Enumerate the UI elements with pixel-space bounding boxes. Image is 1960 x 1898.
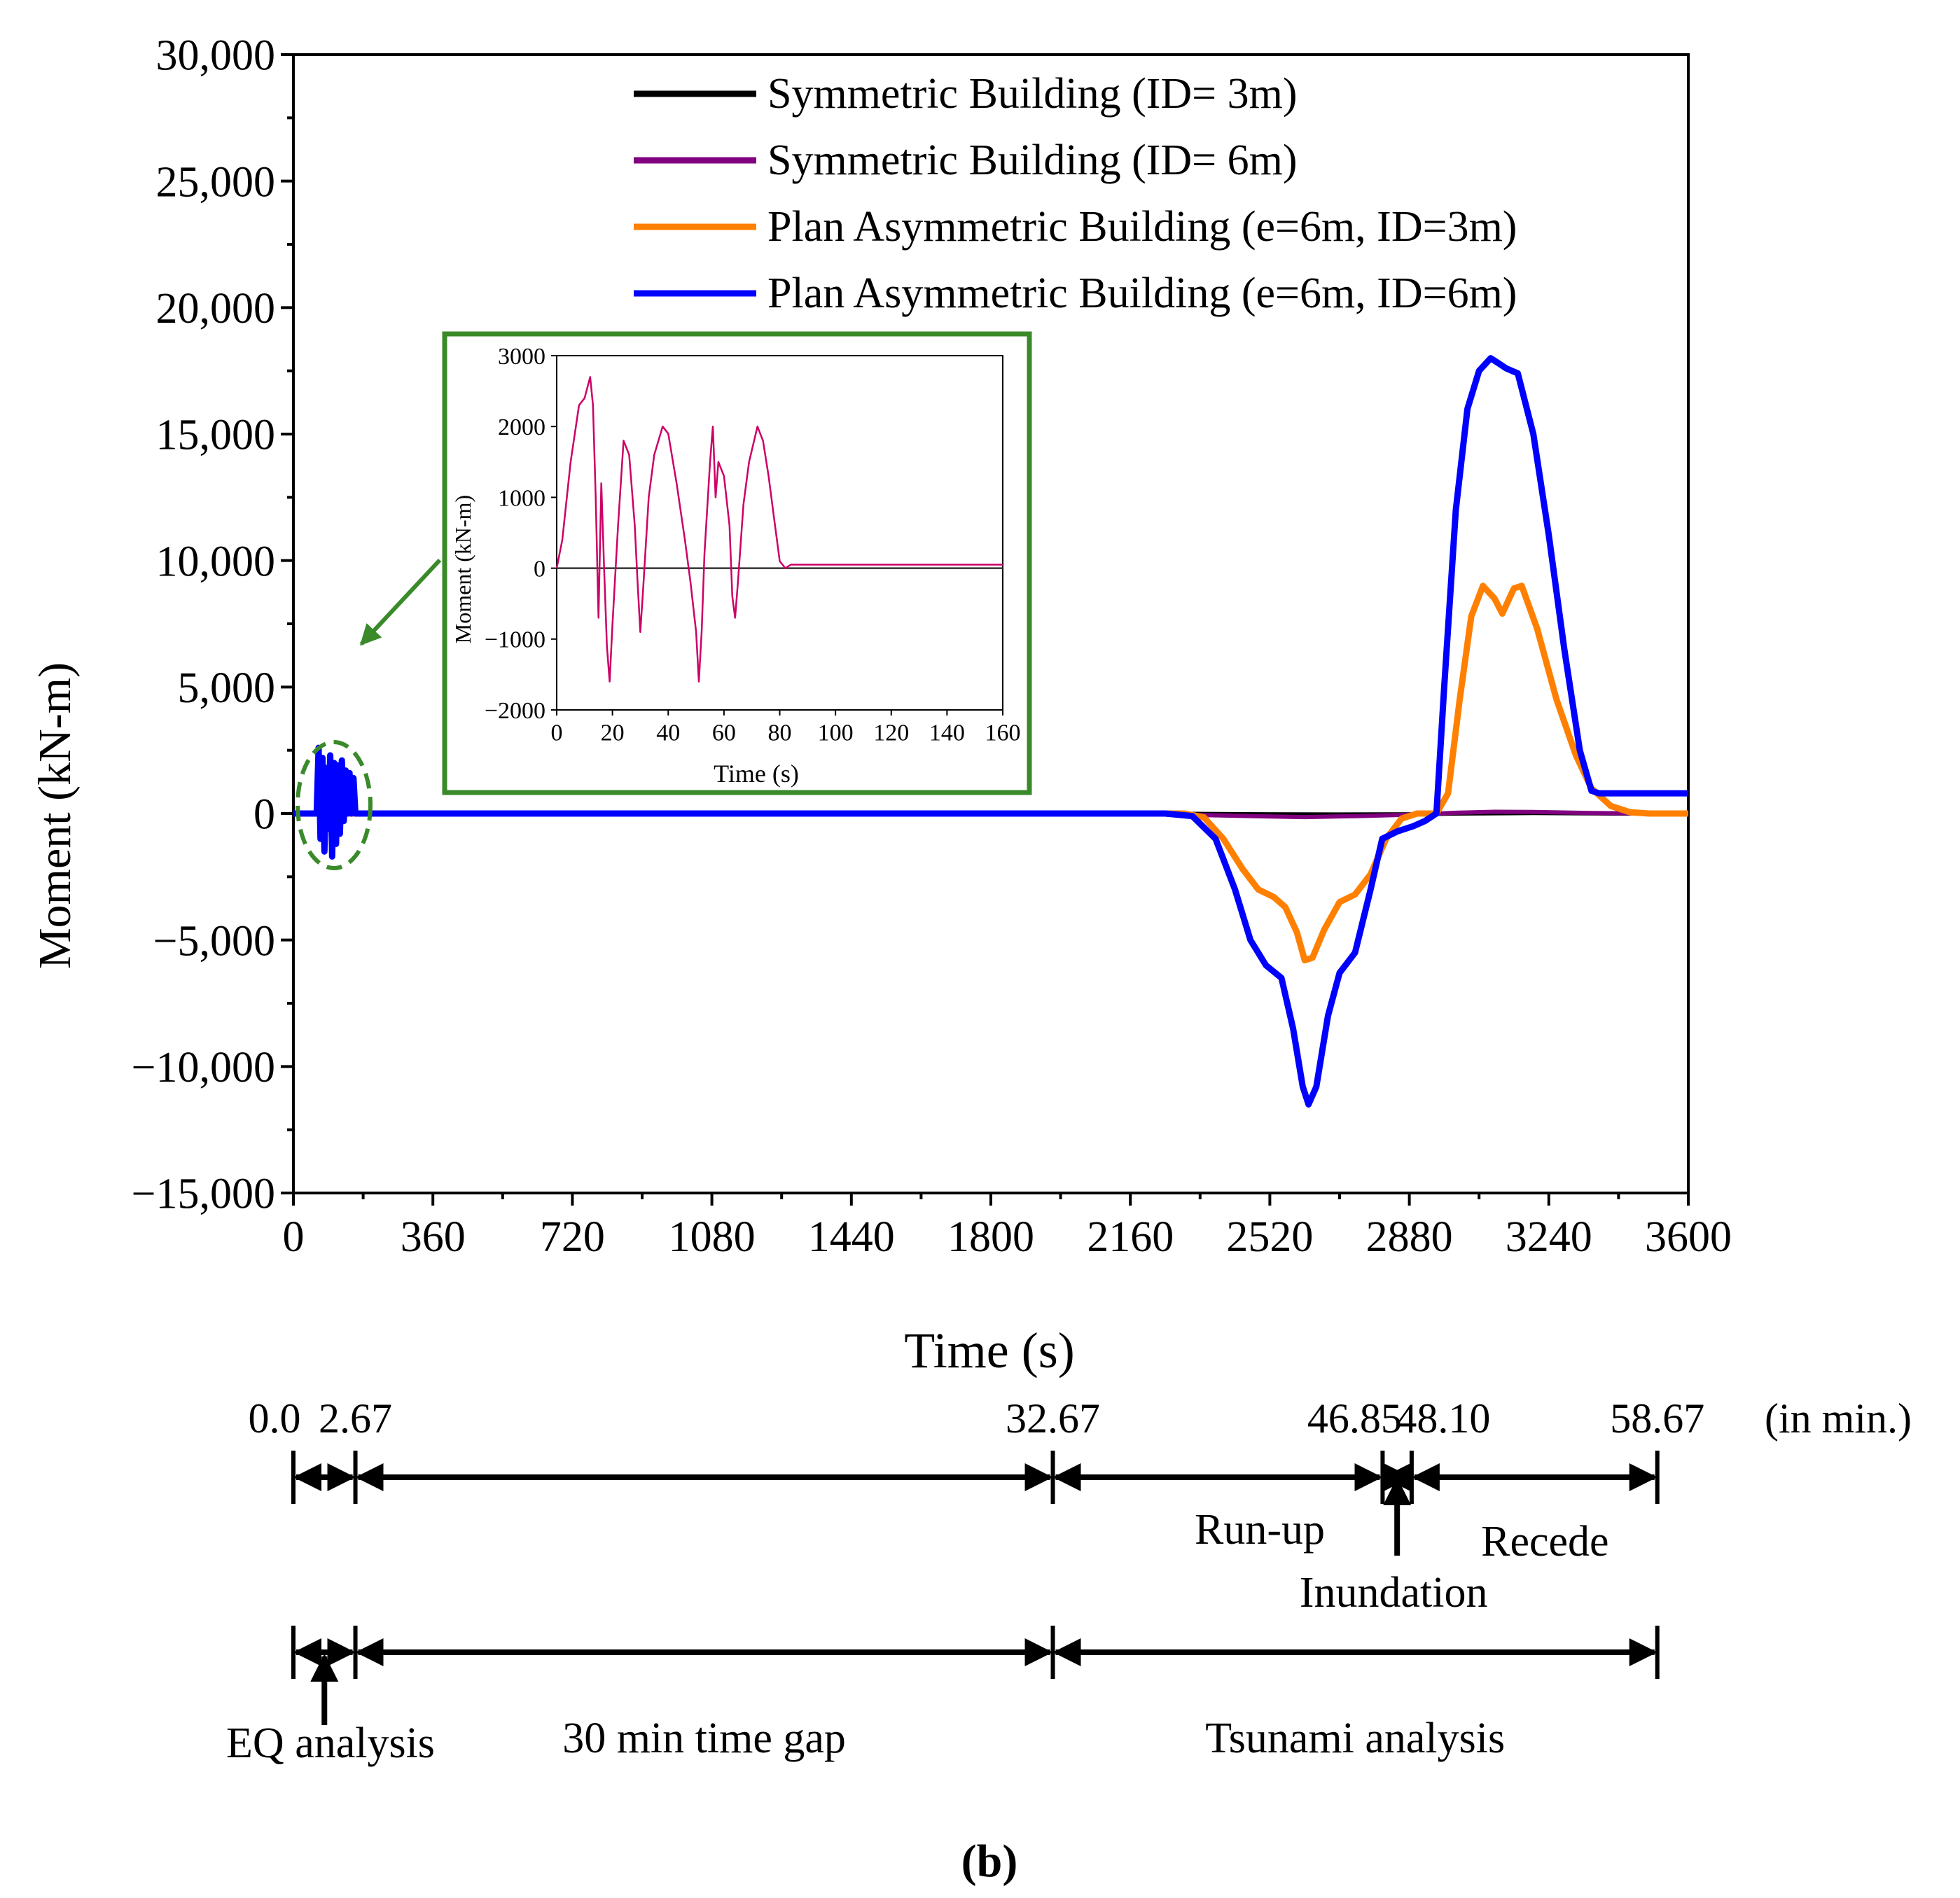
inset-y-ticks: 3000 2000 1000 0 −1000 −2000 xyxy=(485,344,557,724)
timeline-phase-30-min-time-gap: 30 min time gap xyxy=(562,1715,846,1762)
inset-x-tick-label: 60 xyxy=(712,720,736,746)
inset-y-tick-label: 1000 xyxy=(498,485,545,511)
inset-x-tick-label: 120 xyxy=(873,720,909,746)
x-axis-label: Time (s) xyxy=(904,1323,1074,1379)
inset-y-tick-label: −1000 xyxy=(485,627,545,653)
inset-y-tick-label: 2000 xyxy=(498,414,545,440)
series-plan-asymmetric-building-e-6m-id-6m xyxy=(293,355,1688,1108)
x-tick-label: 3240 xyxy=(1506,1213,1592,1261)
inset-x-tick-label: 140 xyxy=(929,720,965,746)
timeline-phase-tsunami-analysis: Tsunami analysis xyxy=(1205,1715,1505,1762)
x-tick-label: 2880 xyxy=(1366,1213,1453,1261)
inset-series-lines xyxy=(555,376,1003,683)
inset-x-axis-label: Time (s) xyxy=(714,760,799,788)
x-tick-label: 0 xyxy=(283,1213,305,1261)
inset-x-tick-label: 20 xyxy=(601,720,625,746)
inset-y-axis-label: Moment (kN-m) xyxy=(450,495,475,643)
inset-y-tick-label: −2000 xyxy=(485,698,545,724)
y-tick-label: 5,000 xyxy=(178,664,276,712)
inset-x-tick-label: 40 xyxy=(656,720,680,746)
x-tick-label: 720 xyxy=(540,1213,605,1261)
inset-y-tick-label: 0 xyxy=(534,557,545,582)
timeline-tick-label: 46.85 xyxy=(1307,1395,1402,1442)
inset-x-tick-label: 80 xyxy=(768,720,792,746)
timeline-phase-recede: Recede xyxy=(1481,1518,1608,1565)
timeline-tick-label: 32.67 xyxy=(1006,1395,1100,1442)
y-tick-label: 0 xyxy=(253,791,275,839)
main-y-ticks: 30,000 25,000 20,000 15,000 10,000 5,000 0 −5,0… xyxy=(132,32,293,1218)
timeline-phase-run-up: Run-up xyxy=(1195,1506,1325,1554)
x-tick-label: 1080 xyxy=(669,1213,756,1261)
y-tick-label: 30,000 xyxy=(156,32,276,80)
zoom-callout-arrow xyxy=(359,558,442,646)
x-tick-label: 360 xyxy=(401,1213,466,1261)
x-tick-label: 2160 xyxy=(1087,1213,1174,1261)
inset-x-tick-label: 0 xyxy=(551,720,563,746)
y-tick-label: 20,000 xyxy=(156,285,276,333)
y-tick-label: −15,000 xyxy=(132,1171,275,1218)
timeline-unit-label: (in min.) xyxy=(1765,1395,1912,1442)
timeline-phase-eq-analysis: EQ analysis xyxy=(226,1719,435,1767)
timeline-phase-inundation: Inundation xyxy=(1300,1569,1488,1617)
y-tick-label: −5,000 xyxy=(153,917,275,965)
x-tick-label: 3600 xyxy=(1645,1213,1732,1261)
y-axis-label: Moment (kN-m) xyxy=(29,662,81,969)
y-tick-label: 10,000 xyxy=(156,538,276,585)
inset-x-ticks: 0 20 40 60 80 100 120 140 160 xyxy=(551,710,1021,746)
legend-label-symmetric-building-id-3m: Symmetric Building (ID= 3m) xyxy=(767,70,1298,118)
legend-label-symmetric-building-id-6m: Symmetric Building (ID= 6m) xyxy=(767,137,1298,184)
figure-caption: (b) xyxy=(961,1836,1018,1887)
y-tick-label: −10,000 xyxy=(132,1044,275,1091)
timeline-tick-label: 0.0 xyxy=(249,1395,301,1442)
inset-frame xyxy=(442,331,1032,795)
y-tick-label: 15,000 xyxy=(156,412,276,459)
zoom-highlight-ellipse xyxy=(296,740,373,870)
series-plan-asymmetric-building-e-6m-id-3m xyxy=(293,582,1688,964)
legend: Symmetric Building (ID= 3m) Symmetric Bui… xyxy=(634,70,1517,317)
inset-y-tick-label: 3000 xyxy=(498,344,545,370)
x-tick-label: 2520 xyxy=(1226,1213,1313,1261)
main-series-lines xyxy=(293,355,1688,1108)
legend-label-plan-asymmetric-building-e-6m-id-3m: Plan Asymmetric Building (e=6m, ID=3m) xyxy=(767,203,1517,251)
inset-x-tick-label: 100 xyxy=(818,720,854,746)
y-tick-label: 25,000 xyxy=(156,158,276,206)
inset-series-plan-asymmetric-building-e-6m-id-6m xyxy=(555,376,1003,683)
x-tick-label: 1800 xyxy=(947,1213,1034,1261)
timeline-tick-label: 2.67 xyxy=(319,1395,392,1442)
x-tick-label: 1440 xyxy=(808,1213,895,1261)
main-x-ticks: 0 360 720 1080 1440 1800 2160 2520 2880 3240 3600 xyxy=(283,1193,1732,1261)
timeline-tick-label: 58.67 xyxy=(1610,1395,1704,1442)
inset-x-tick-label: 160 xyxy=(985,720,1021,746)
timeline-tick-label: 48.10 xyxy=(1396,1395,1490,1442)
legend-label-plan-asymmetric-building-e-6m-id-6m: Plan Asymmetric Building (e=6m, ID=6m) xyxy=(767,270,1517,317)
